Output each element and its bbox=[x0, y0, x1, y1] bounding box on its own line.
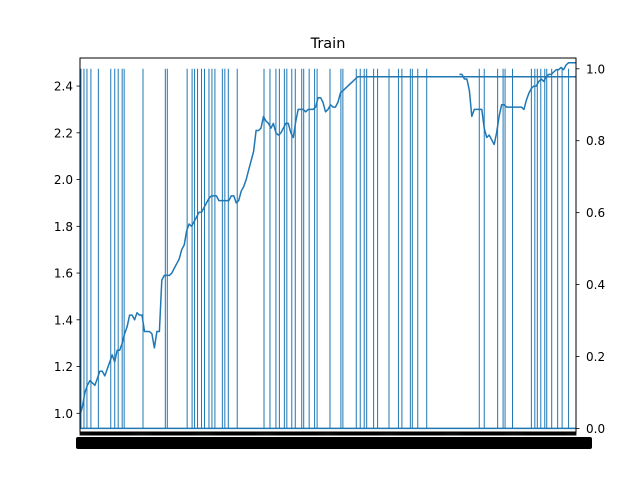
y-tick-label-3: 1.6 bbox=[54, 267, 73, 281]
y2-tick-label-1: 0.2 bbox=[586, 350, 605, 364]
y-tick-label-1: 1.2 bbox=[54, 360, 73, 374]
y-tick-label-2: 1.4 bbox=[54, 313, 73, 327]
event-markers bbox=[80, 68, 576, 430]
y-axis-right-ticks: 0.0 0.2 0.4 0.6 0.8 1.0 bbox=[576, 62, 605, 436]
y2-tick-label-4: 0.8 bbox=[586, 134, 605, 148]
plot-frame bbox=[79, 57, 577, 433]
line-series bbox=[79, 61, 576, 416]
y-tick-label-7: 2.4 bbox=[54, 80, 73, 94]
series-line-1 bbox=[459, 61, 576, 146]
chart-title: Train bbox=[310, 36, 346, 52]
y2-tick-label-0: 0.0 bbox=[586, 422, 605, 436]
y-tick-label-5: 2.0 bbox=[54, 173, 73, 187]
x-tick-label-band bbox=[76, 437, 592, 449]
y-tick-label-6: 2.2 bbox=[54, 126, 73, 140]
y2-tick-label-3: 0.6 bbox=[586, 206, 605, 220]
y-tick-label-0: 1.0 bbox=[54, 407, 73, 421]
y2-tick-label-5: 1.0 bbox=[586, 62, 605, 76]
y-tick-label-4: 1.8 bbox=[54, 220, 73, 234]
x-axis-ticks bbox=[76, 432, 592, 449]
y-axis-left-ticks: 1.0 1.2 1.4 1.6 1.8 2.0 2.2 2.4 bbox=[54, 80, 80, 421]
series-line-0 bbox=[79, 75, 576, 416]
y2-tick-label-2: 0.4 bbox=[586, 278, 605, 292]
